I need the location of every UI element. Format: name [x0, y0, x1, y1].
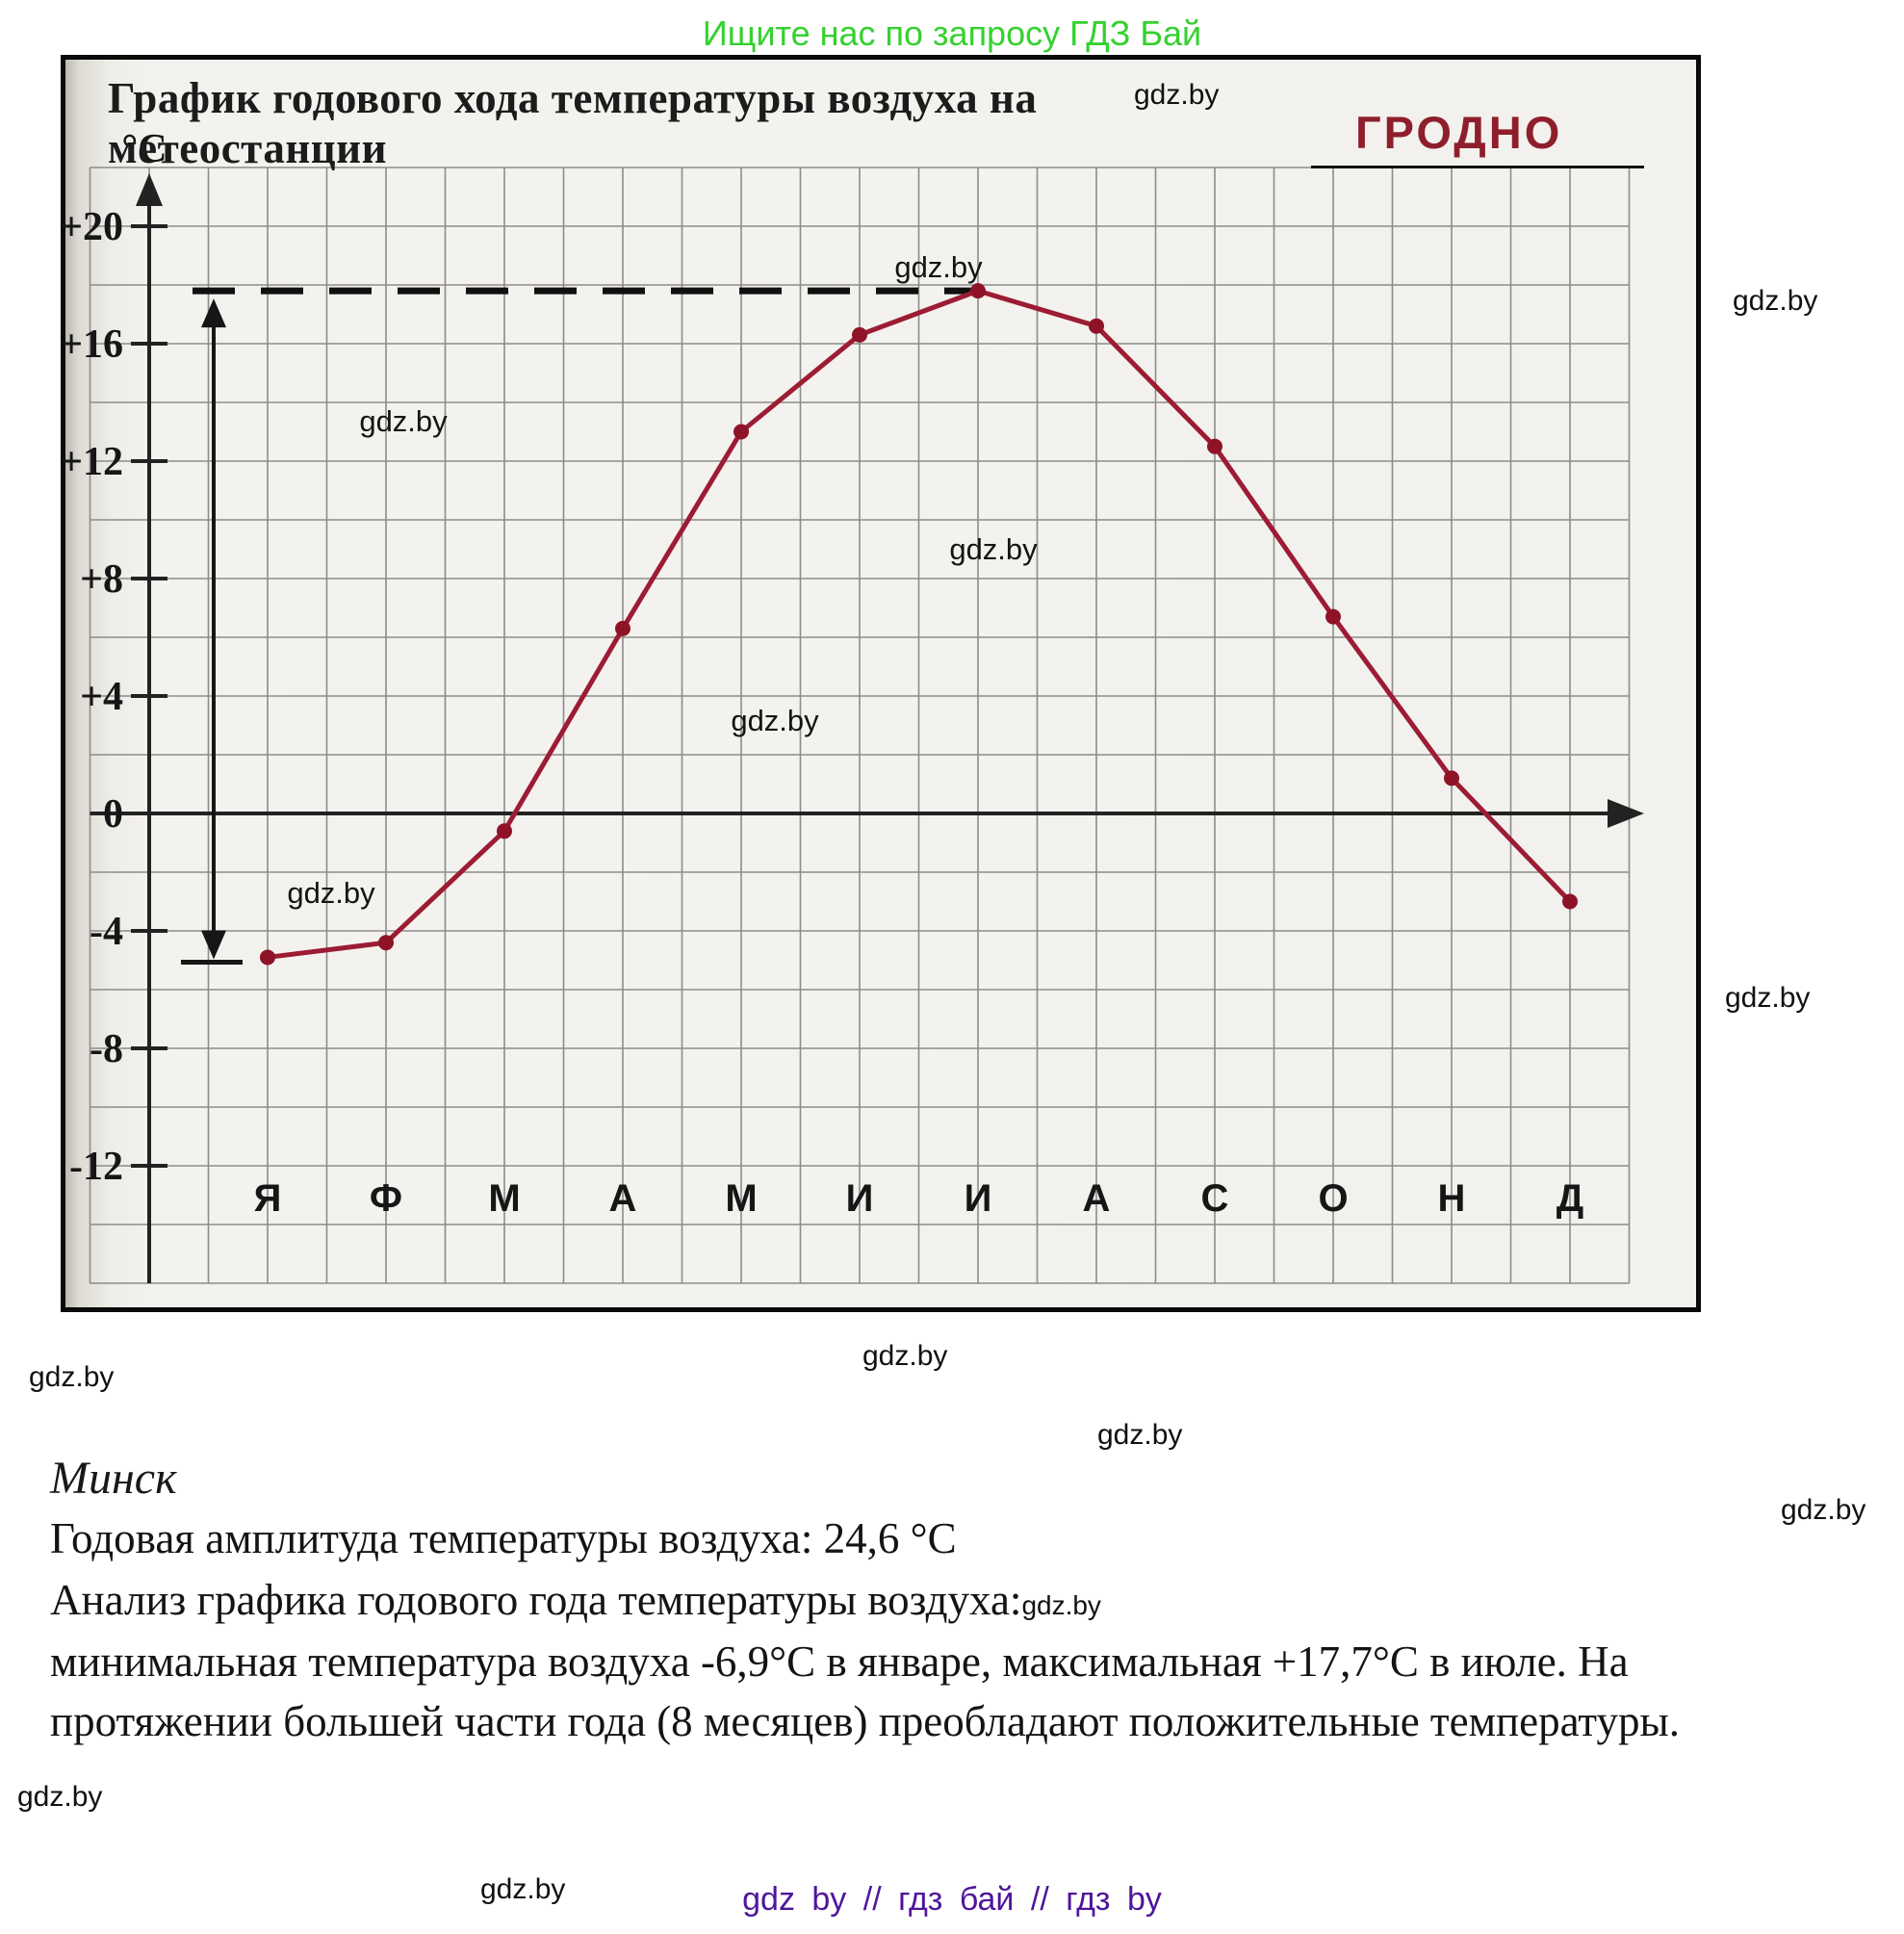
data-point	[852, 326, 867, 343]
month-label: А	[609, 1177, 637, 1220]
minmax-line: минимальная температура воздуха -6,9°С в…	[50, 1637, 1629, 1686]
y-tick-label: +8	[80, 557, 123, 602]
month-label: Н	[1438, 1177, 1466, 1220]
gdz-watermark: gdz.by	[949, 532, 1038, 566]
analysis-text: Анализ графика годового года температуры…	[50, 1576, 1022, 1624]
gdz-watermark: gdz.by	[1781, 1494, 1866, 1526]
month-label: М	[725, 1177, 757, 1220]
y-tick-label: +4	[80, 675, 123, 719]
month-label: Я	[254, 1177, 282, 1220]
data-point	[1325, 608, 1341, 625]
month-label: И	[846, 1177, 874, 1220]
gdz-watermark: gdz.by	[731, 704, 819, 737]
amplitude-line: Годовая амплитуда температуры воздуха: 2…	[50, 1514, 957, 1562]
data-point	[260, 949, 275, 966]
gdz-watermark: gdz.by	[894, 250, 983, 284]
gdz-watermark: gdz.by	[359, 404, 448, 438]
data-point	[1207, 438, 1222, 454]
analysis-line: Анализ графика годового года температуры…	[50, 1575, 1101, 1625]
data-point	[1089, 318, 1104, 334]
data-point	[497, 823, 512, 839]
gdz-watermark: gdz.by	[29, 1361, 115, 1393]
month-label: И	[965, 1177, 992, 1220]
amplitude-arrow-down-icon	[201, 930, 226, 960]
gdz-watermark: gdz.by	[17, 1781, 103, 1813]
station-underline	[1311, 166, 1644, 168]
chart-title: График годового хода температуры воздуха…	[108, 74, 1038, 172]
city-label: Минск	[50, 1453, 177, 1504]
data-point	[733, 424, 749, 440]
data-point	[378, 935, 394, 951]
month-label: М	[488, 1177, 520, 1220]
data-point	[970, 283, 986, 299]
gdz-watermark: gdz.by	[1097, 1419, 1183, 1451]
y-tick-label: 0	[103, 792, 123, 837]
gdz-watermark: gdz.by	[1134, 79, 1220, 111]
y-tick-label: +16	[61, 322, 123, 367]
y-tick-label: -8	[90, 1027, 123, 1071]
y-tick-label: +20	[61, 205, 123, 249]
data-point	[615, 620, 630, 636]
y-tick-label: -4	[90, 910, 123, 954]
month-label: С	[1201, 1177, 1229, 1220]
month-label: Ф	[370, 1177, 402, 1220]
y-tick-label: +12	[61, 440, 123, 484]
gdz-watermark: gdz.by	[1733, 285, 1818, 317]
y-tick-label: -12	[69, 1145, 123, 1189]
x-axis-arrow-icon	[1608, 799, 1644, 828]
gdz-watermark: gdz.by	[1021, 1590, 1101, 1620]
gdz-watermark: gdz.by	[1725, 982, 1811, 1014]
month-label: О	[1318, 1177, 1348, 1220]
data-point	[1562, 893, 1578, 910]
gdz-watermark: gdz.by	[480, 1873, 566, 1905]
temperature-line-chart: +20 +16 +12 +8 +4 0 -4 -8 -12 °C Я Ф М А М И И А С О Н Дgdz.b…	[61, 127, 1644, 1284]
positive-months-line: протяжении большей части года (8 месяцев…	[50, 1697, 1680, 1745]
gdz-watermark: gdz.by	[862, 1340, 948, 1372]
footer-text: gdz by // гдз бай // гдз by	[742, 1881, 1162, 1918]
amplitude-arrow-up-icon	[201, 298, 226, 328]
month-label: А	[1083, 1177, 1111, 1220]
station-name: ГРОДНО	[1355, 107, 1563, 158]
chart-frame	[61, 55, 1701, 1312]
gdz-watermark: gdz.by	[287, 876, 375, 910]
month-label: Д	[1557, 1177, 1584, 1220]
temperature-line	[267, 288, 1572, 960]
data-point	[1444, 770, 1459, 786]
y-axis-unit-label: °C	[121, 127, 167, 171]
y-axis-arrow-icon	[136, 173, 163, 206]
promo-text: Ищите нас по запросу ГДЗ Бай	[702, 13, 1202, 53]
